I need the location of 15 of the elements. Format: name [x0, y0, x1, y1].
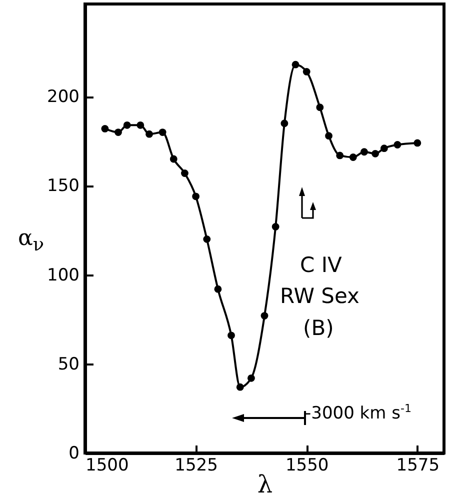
annotation: (B) [303, 316, 334, 340]
x-tick-label: 1575 [396, 456, 440, 476]
x-tick-label: 1525 [174, 456, 218, 476]
y-tick-label: 150 [47, 176, 80, 196]
y-tick-label: 100 [47, 265, 80, 286]
y-tick-label: 50 [58, 354, 80, 374]
annotation: RW Sex [280, 284, 360, 308]
y-axis-title: α$_{ν}$ [18, 226, 44, 256]
annotation: -3000 km s$^{-1}$ [305, 402, 412, 424]
x-tick-label: 1500 [86, 456, 129, 476]
x-tick-label: 1550 [285, 456, 329, 476]
y-tick-label: 0 [68, 444, 80, 464]
y-tick-label: 200 [47, 87, 80, 108]
annotation: C IV [300, 253, 342, 277]
x-axis-title: λ [257, 470, 273, 498]
